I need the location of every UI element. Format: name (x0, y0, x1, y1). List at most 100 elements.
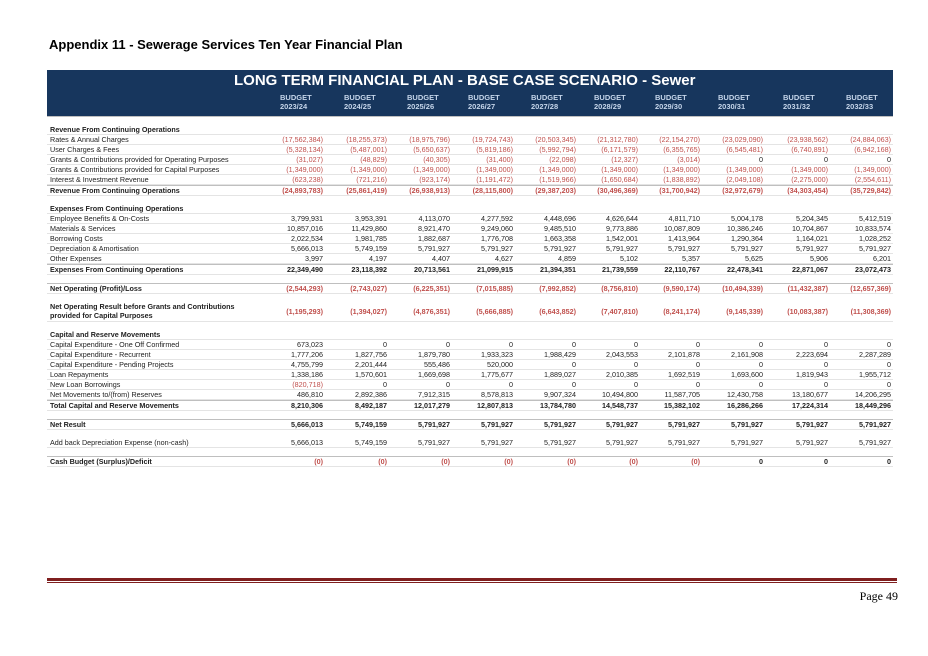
value-cell: (34,303,454) (787, 186, 828, 195)
value-cell: 0 (446, 340, 450, 349)
row-label: Expenses From Continuing Operations (50, 265, 184, 274)
value-cell: 0 (572, 340, 576, 349)
column-header: BUDGET 2025/26 (407, 93, 439, 111)
value-cell: 5,791,927 (606, 420, 638, 429)
value-cell: 3,799,931 (291, 214, 323, 223)
value-cell: 5,791,927 (606, 438, 638, 447)
value-cell: 2,892,386 (355, 390, 387, 399)
plan-banner: LONG TERM FINANCIAL PLAN - BASE CASE SCE… (47, 70, 893, 91)
table-row: Materials & Services 10,857,016 11,429,860… (47, 224, 893, 234)
value-cell: (9,145,339) (726, 307, 763, 316)
value-cell: 11,587,705 (664, 390, 700, 399)
value-cell: 0 (383, 380, 387, 389)
value-cell: 1,669,698 (418, 370, 450, 379)
total-row: Net Operating Result before Grants and C… (47, 302, 893, 322)
column-header-year: 2032/33 (846, 102, 874, 111)
row-label: Borrowing Costs (50, 234, 103, 243)
value-cell: (28,115,800) (472, 186, 513, 195)
value-cell: (1,349,000) (663, 165, 700, 174)
value-cell: (48,829) (360, 155, 387, 164)
table-row: Grants & Contributions provided for Capi… (47, 165, 893, 175)
value-cell: 12,017,279 (414, 401, 450, 410)
value-cell: (9,590,174) (663, 284, 700, 293)
value-cell: 1,882,687 (418, 234, 450, 243)
footer-rule (47, 578, 897, 581)
value-cell: (23,938,562) (787, 135, 828, 144)
value-cell: (6,225,351) (413, 284, 450, 293)
table-row: Grants & Contributions provided for Oper… (47, 155, 893, 165)
value-cell: 3,953,391 (355, 214, 387, 223)
value-cell: 4,627 (495, 254, 513, 263)
value-cell: 5,791,927 (544, 420, 576, 429)
value-cell: 8,492,187 (355, 401, 387, 410)
value-cell: 5,791,927 (481, 244, 513, 253)
value-cell: (1,349,000) (476, 165, 513, 174)
value-cell: 0 (824, 360, 828, 369)
value-cell: (5,819,186) (476, 145, 513, 154)
row-label: Employee Benefits & On-Costs (50, 214, 150, 223)
value-cell: 23,072,473 (855, 265, 891, 274)
column-header-year: 2024/25 (344, 102, 372, 111)
value-cell: 11,429,860 (351, 224, 387, 233)
value-cell: (2,743,027) (350, 284, 387, 293)
value-cell: (22,154,270) (659, 135, 700, 144)
value-cell: (10,494,339) (722, 284, 763, 293)
value-cell: (1,519,966) (539, 175, 576, 184)
row-label: Capital and Reserve Movements (50, 330, 161, 339)
value-cell: 5,791,927 (859, 438, 891, 447)
table-row: User Charges & Fees (5,328,134) (5,487,001… (47, 145, 893, 155)
value-cell: 0 (383, 340, 387, 349)
value-cell: 0 (824, 340, 828, 349)
value-cell: (0) (504, 457, 513, 466)
column-header-label: BUDGET (655, 93, 687, 102)
value-cell: (31,027) (296, 155, 323, 164)
section-heading-row: Revenue From Continuing Operations (47, 125, 893, 135)
value-cell: 0 (824, 380, 828, 389)
value-cell: (5,487,001) (350, 145, 387, 154)
value-cell: 1,542,001 (606, 234, 638, 243)
value-cell: (30,496,369) (597, 186, 638, 195)
value-cell: (25,861,419) (346, 186, 387, 195)
value-cell: (1,349,000) (854, 165, 891, 174)
value-cell: (5,992,794) (539, 145, 576, 154)
value-cell: (11,308,369) (850, 307, 891, 316)
footer-rule-thin (47, 582, 897, 583)
value-cell: (29,387,203) (535, 186, 576, 195)
value-cell: 0 (634, 340, 638, 349)
section-heading-row: Capital and Reserve Movements (47, 330, 893, 340)
value-cell: (6,355,765) (663, 145, 700, 154)
column-header-year: 2031/32 (783, 102, 811, 111)
column-header-label: BUDGET (344, 93, 376, 102)
value-cell: 0 (696, 340, 700, 349)
row-label: Interest & Investment Revenue (50, 175, 149, 184)
table-row: Depreciation & Amortisation 5,666,013 5,74… (47, 244, 893, 254)
value-cell: (2,275,000) (791, 175, 828, 184)
value-cell: 0 (887, 457, 891, 466)
row-label: Loan Repayments (50, 370, 109, 379)
column-header-year: 2029/30 (655, 102, 683, 111)
value-cell: (20,503,345) (535, 135, 576, 144)
value-cell: (0) (314, 457, 323, 466)
row-label: New Loan Borrowings (50, 380, 121, 389)
value-cell: 2,022,534 (291, 234, 323, 243)
row-label: Capital Expenditure - Recurrent (50, 350, 151, 359)
value-cell: 5,749,159 (355, 438, 387, 447)
value-cell: 5,791,927 (731, 438, 763, 447)
column-header-label: BUDGET (407, 93, 439, 102)
value-cell: 4,859 (558, 254, 576, 263)
value-cell: 15,382,102 (664, 401, 700, 410)
value-cell: 4,197 (369, 254, 387, 263)
value-cell: 1,164,021 (796, 234, 828, 243)
value-cell: (6,942,168) (854, 145, 891, 154)
value-cell: (2,049,108) (726, 175, 763, 184)
column-header: BUDGET 2031/32 (783, 93, 815, 111)
value-cell: 0 (509, 340, 513, 349)
value-cell: 4,448,696 (544, 214, 576, 223)
value-cell: (12,327) (611, 155, 638, 164)
value-cell: (1,394,027) (350, 307, 387, 316)
row-label: Expenses From Continuing Operations (50, 204, 184, 213)
value-cell: 0 (759, 380, 763, 389)
row-label: Rates & Annual Charges (50, 135, 129, 144)
value-cell: 5,412,519 (859, 214, 891, 223)
column-header-year: 2023/24 (280, 102, 308, 111)
